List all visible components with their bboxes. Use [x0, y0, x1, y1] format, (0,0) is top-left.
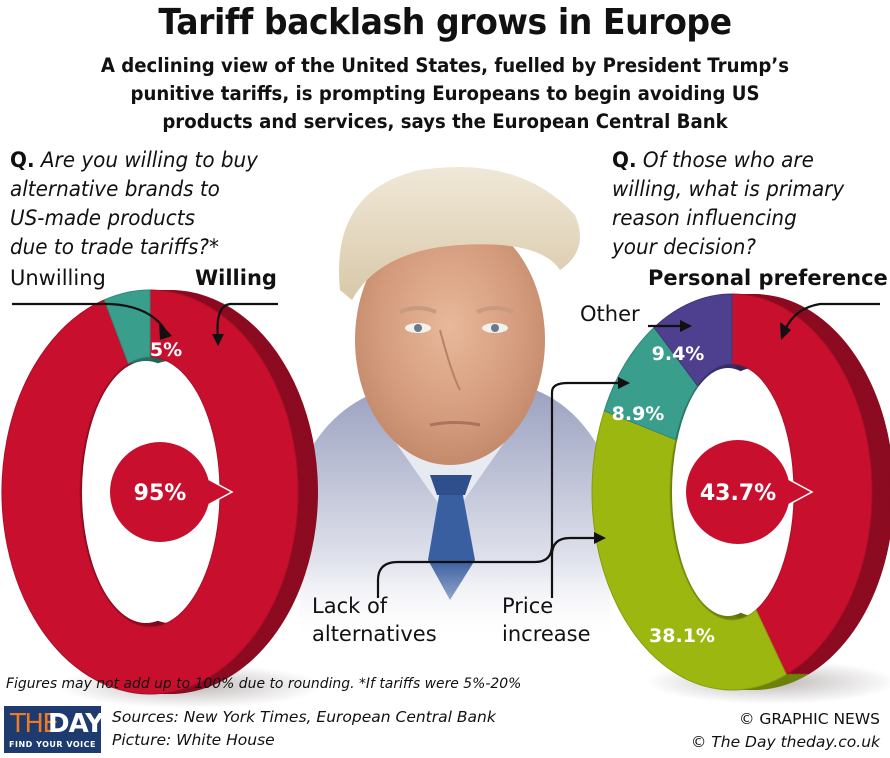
- page-title: Tariff backlash grows in Europe: [158, 2, 732, 43]
- segment-value-label: 9.4%: [652, 343, 705, 365]
- right-question: Q. Of those who are willing, what is pri…: [612, 146, 878, 262]
- brow-right: [476, 306, 514, 314]
- donut-segment-other: [653, 293, 733, 387]
- leader-price: [550, 536, 596, 598]
- label-personal-preference: Personal preference: [648, 266, 888, 290]
- label-line: alternatives: [312, 622, 437, 646]
- question-line: alternative brands to: [10, 177, 220, 201]
- question-line: US-made products: [10, 206, 195, 230]
- question-prefix: Q.: [10, 148, 35, 172]
- donut-segment-price-increase: [591, 410, 787, 691]
- footnote: Figures may not add up to 100% due to ro…: [6, 676, 522, 692]
- question-line: Of those who are: [642, 148, 814, 172]
- donut-chart-willing: 5% 95%: [1, 289, 324, 708]
- sources-text: Sources: New York Times, European Centra…: [112, 708, 496, 726]
- mouth: [429, 421, 481, 427]
- logo-the: THE: [10, 709, 59, 739]
- subtitle-line: punitive tariffs, is prompting Europeans…: [130, 82, 760, 105]
- value-bubble: [686, 440, 790, 544]
- portrait-fade: [300, 560, 610, 650]
- label-willing: Willing: [195, 266, 277, 290]
- subtitle-line: products and services, says the European…: [162, 110, 728, 133]
- question-line: your decision?: [612, 235, 757, 259]
- label-line: Price: [502, 594, 554, 618]
- question-line: Are you willing to buy: [40, 148, 258, 172]
- leader-lack: [376, 381, 620, 598]
- segment-value-label: 5%: [150, 339, 182, 361]
- donut-segment-personal-preference: [731, 293, 873, 676]
- picture-credit: Picture: White House: [112, 731, 275, 749]
- question-line: reason influencing: [612, 206, 797, 230]
- tie-knot: [430, 475, 472, 495]
- leader-willing: [216, 302, 278, 339]
- label-lack-of-alternatives: Lack of alternatives: [312, 592, 437, 648]
- donut-segment-willing: [1, 289, 299, 695]
- donut-inner-wall: [718, 362, 754, 389]
- label-line: Lack of: [312, 594, 388, 618]
- label-other: Other: [580, 302, 640, 326]
- segment-value-label: 38.1%: [649, 625, 715, 647]
- donut-chart-reasons: 38.1% 8.9% 9.4% 43.7%: [591, 293, 890, 704]
- question-prefix: Q.: [612, 148, 637, 172]
- center-value-label: 43.7%: [700, 481, 776, 506]
- subtitle: A declining view of the United States, f…: [68, 52, 821, 136]
- the-day-logo: THE DAY FIND YOUR VOICE: [4, 706, 104, 753]
- nose: [439, 329, 461, 391]
- arrowhead-icon: [618, 377, 630, 389]
- value-bubble: [110, 442, 210, 542]
- label-unwilling: Unwilling: [10, 266, 106, 290]
- leader-personal: [783, 302, 880, 331]
- credit-the-day: © The Day theday.co.uk: [690, 733, 880, 751]
- hair-shape: [339, 167, 580, 300]
- pupil-left: [414, 324, 422, 332]
- label-line: increase: [502, 622, 591, 646]
- segment-value-label: 8.9%: [612, 403, 665, 425]
- portrait-photo-icon: [300, 167, 610, 650]
- question-line: willing, what is primary: [612, 177, 845, 201]
- arrowhead-icon: [594, 532, 606, 544]
- brow-left: [399, 306, 437, 314]
- face-shape: [355, 215, 545, 465]
- question-line: due to trade tariffs?*: [10, 235, 219, 259]
- credit-graphic-news: © GRAPHIC NEWS: [738, 710, 880, 728]
- arrowhead-icon: [680, 320, 692, 332]
- left-question: Q. Are you willing to buy alternative br…: [10, 146, 295, 262]
- arrowhead-icon: [212, 334, 224, 346]
- credits: © GRAPHIC NEWS © The Day theday.co.uk: [691, 708, 880, 754]
- logo-tagline: FIND YOUR VOICE: [9, 740, 96, 749]
- logo-day: DAY: [48, 709, 104, 739]
- pupil-right: [491, 324, 499, 332]
- subtitle-line: A declining view of the United States, f…: [100, 54, 790, 77]
- arrowhead-icon: [780, 322, 791, 340]
- label-price-increase: Price increase: [502, 592, 591, 648]
- sources: Sources: New York Times, European Centra…: [112, 706, 496, 752]
- arrowheads: [159, 320, 791, 544]
- center-value-label: 95%: [134, 481, 187, 506]
- arrowhead-icon: [159, 322, 172, 340]
